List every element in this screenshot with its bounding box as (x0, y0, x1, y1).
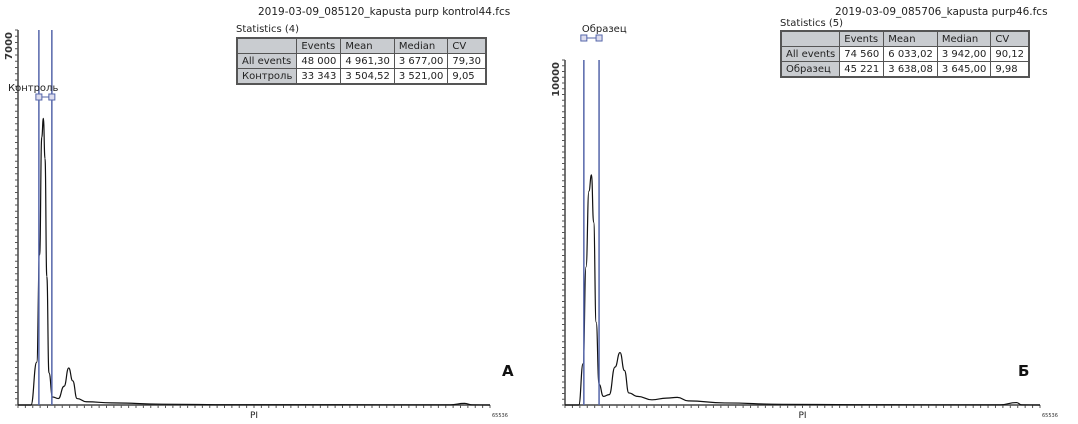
row-header: All events (780, 46, 841, 62)
table-cell: 3 677,00 (393, 53, 449, 69)
x-tick-label: 65536 (1042, 413, 1058, 419)
table-cell: 3 645,00 (936, 61, 992, 78)
table-cell: 9,05 (447, 68, 487, 85)
table-row: All events 74 560 6 033,02 3 942,00 90,12 (780, 46, 1030, 62)
gate-handle (595, 34, 603, 42)
table-cell: 3 942,00 (936, 46, 992, 62)
x-tick-label: 65536 (492, 413, 508, 419)
column-header: Mean (883, 30, 938, 47)
column-header: Median (393, 37, 449, 54)
statistics-table: Events Mean Median CV All events 74 560 6 033,… (780, 30, 1030, 78)
statistics-title: Statistics (5) (780, 18, 844, 29)
table-cell: 3 638,08 (883, 61, 938, 78)
table-cell: 4 961,30 (340, 53, 395, 69)
file-name: 2019-03-09_085706_kapusta purp46.fcs (835, 6, 1048, 18)
y-tick-label: 10000 (551, 62, 562, 97)
column-header: CV (447, 37, 487, 54)
table-row: All events 48 000 4 961,30 3 677,00 79,30 (236, 53, 487, 69)
histogram-curve (565, 174, 1041, 406)
panel-letter: Б (1018, 362, 1030, 380)
statistics-title: Statistics (4) (236, 24, 300, 35)
panel-a: 2019-03-09_085120_kapusta purp kontrol44… (4, 6, 514, 421)
panel-letter: A (502, 362, 514, 380)
column-header (780, 30, 841, 47)
column-header: Mean (340, 37, 395, 54)
table-cell: 6 033,02 (883, 46, 938, 62)
histogram-plot: 7000 65536 PI Контроль (4, 29, 508, 421)
table-cell: 48 000 (296, 53, 342, 69)
histogram-plot: 10000 65536 PI Образец (551, 24, 1058, 421)
gate-handle (580, 34, 588, 42)
gate-label: Образец (582, 24, 627, 35)
gate-label: Контроль (8, 83, 58, 94)
table-cell: 79,30 (447, 53, 487, 69)
table-cell: 3 521,00 (393, 68, 449, 85)
file-name: 2019-03-09_085120_kapusta purp kontrol44… (258, 6, 511, 18)
table-cell: 45 221 (839, 61, 885, 78)
table-cell: 33 343 (296, 68, 342, 85)
y-tick-label: 7000 (4, 32, 15, 60)
table-row: Образец 45 221 3 638,08 3 645,00 9,98 (780, 61, 1030, 78)
table-cell: 90,12 (990, 46, 1030, 62)
statistics-table: Events Mean Median CV All events 48 000 4 961,… (236, 37, 488, 85)
gate-handle (48, 93, 56, 101)
row-header: Образец (780, 61, 841, 78)
gate-handle (35, 93, 43, 101)
row-header: Контроль (236, 68, 298, 85)
row-header: All events (236, 53, 298, 69)
histogram-curve (18, 117, 491, 406)
table-row: Контроль 33 343 3 504,52 3 521,00 9,05 (236, 68, 487, 85)
x-axis-label: PI (798, 411, 806, 421)
table-cell: 74 560 (839, 46, 885, 62)
table-cell: 9,98 (990, 61, 1030, 78)
panel-b: 2019-03-09_085706_kapusta purp46.fcs Sta… (540, 0, 1078, 424)
x-axis-label: PI (250, 411, 258, 421)
